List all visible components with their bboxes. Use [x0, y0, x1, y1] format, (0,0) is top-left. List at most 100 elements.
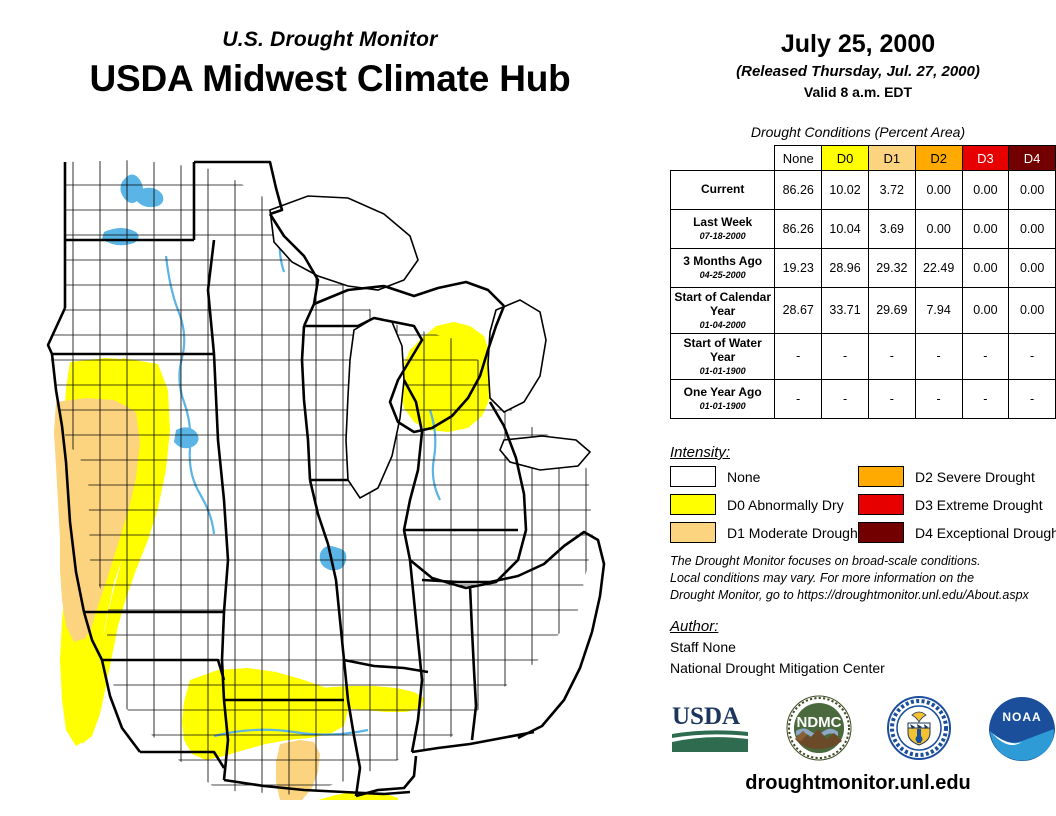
- swatch-d2-icon: [858, 466, 904, 487]
- table-cell: -: [961, 378, 1010, 419]
- row-label: Start of Water Year 01-01-1900: [669, 332, 776, 380]
- usdc-noaa-seal: [887, 696, 951, 760]
- intensity-legend: None D2 Severe Drought D0 Abnormally Dry…: [670, 466, 1056, 543]
- map-date: July 25, 2000: [780, 30, 936, 58]
- release-date: (Released Thursday, Jul. 27, 2000): [736, 63, 980, 80]
- legend-label-d2: D2 Severe Drought: [915, 468, 1035, 485]
- table-row: Start of Calendar Year 01-04-2000 28.67 33.…: [669, 287, 1056, 334]
- table-cell: 7.94: [914, 287, 963, 334]
- map-svg: [46, 160, 606, 800]
- column-header-d2: D2: [914, 145, 963, 171]
- table-cell: 29.32: [867, 248, 916, 288]
- row-label-text: 3 Months Ago: [683, 254, 763, 269]
- column-header-d4: D4: [1008, 145, 1056, 171]
- drought-map: [18, 140, 658, 800]
- row-label-date: 01-04-2000: [699, 319, 746, 330]
- ndmc-logo: NDMC: [786, 695, 852, 761]
- logo-row: USDA NDMC NOAA: [668, 692, 1056, 764]
- table-cell: 19.23: [774, 248, 823, 288]
- table-cell: 10.02: [821, 170, 869, 210]
- great-lakes: [269, 195, 592, 500]
- column-header-none: None: [774, 145, 823, 171]
- lake-michigan: [345, 317, 405, 500]
- table-cell: -: [821, 332, 869, 380]
- legend-item-d3: D3 Extreme Drought: [858, 494, 1046, 515]
- table-row: Last Week 07-18-2000 86.26 10.04 3.69 0.00 0.0…: [669, 209, 1056, 249]
- table-row: Start of Water Year 01-01-1900- - - - - -: [669, 332, 1056, 380]
- table-cell: 86.26: [774, 209, 823, 249]
- table-cell: 0.00: [1008, 248, 1056, 288]
- disclaimer-line-2: Local conditions may vary. For more info…: [670, 570, 975, 585]
- row-label-text: One Year Ago: [683, 385, 762, 400]
- row-label-date: 01-01-1900: [699, 401, 746, 412]
- table-cell: 3.69: [867, 209, 916, 249]
- table-header-row: None D0 D1 D2 D3 D4: [670, 145, 1056, 171]
- disclaimer-text: The Drought Monitor focuses on broad-sca…: [670, 553, 1050, 604]
- header-corner-cell: [670, 145, 775, 171]
- table-cell: -: [1008, 332, 1056, 380]
- table-cell: 0.00: [961, 170, 1010, 210]
- column-header-d1: D1: [867, 145, 916, 171]
- drought-conditions-table: None D0 D1 D2 D3 D4 Current 86.26 10.02 3.7…: [669, 145, 1056, 419]
- table-cell: 28.67: [774, 287, 823, 334]
- svg-text:NDMC: NDMC: [797, 714, 842, 731]
- author-name: Staff None: [670, 639, 736, 655]
- column-header-d0: D0: [821, 145, 869, 171]
- legend-item-d4: D4 Exceptional Drought: [858, 522, 1056, 543]
- table-caption: Drought Conditions (Percent Area): [750, 124, 966, 140]
- date-header: July 25, 2000 (Released Thursday, Jul. 2…: [660, 30, 1056, 100]
- row-label: 3 Months Ago 04-25-2000: [669, 248, 776, 288]
- row-label-text: Last Week: [693, 215, 753, 230]
- row-label-text: Start of Calendar Year: [674, 290, 772, 318]
- swatch-none-icon: [670, 466, 716, 487]
- table-cell: 33.71: [821, 287, 869, 334]
- legend-item-none: None: [670, 466, 858, 487]
- lake-superior: [269, 195, 419, 291]
- row-label-date: 07-18-2000: [699, 231, 746, 242]
- legend-item-d0: D0 Abnormally Dry: [670, 494, 858, 515]
- table-cell: 28.96: [821, 248, 869, 288]
- column-header-d3: D3: [961, 145, 1010, 171]
- legend-label-d1: D1 Moderate Drought: [727, 524, 862, 541]
- table-cell: 0.00: [961, 209, 1010, 249]
- region-nebraska-iowa-d0-east: [82, 358, 170, 744]
- row-label-text: Current: [701, 182, 745, 197]
- table-cell: -: [961, 332, 1010, 380]
- table-cell: 10.04: [821, 209, 869, 249]
- region-nebraska-iowa-d1-lobe: [80, 402, 140, 640]
- legend-item-d1: D1 Moderate Drought: [670, 522, 862, 543]
- table-cell: -: [914, 378, 963, 419]
- usda-logo: USDA: [672, 703, 748, 752]
- lake-huron: [487, 299, 547, 413]
- table-cell: -: [774, 332, 823, 380]
- table-cell: -: [914, 332, 963, 380]
- table-cell: 0.00: [1008, 170, 1056, 210]
- swatch-d3-icon: [858, 494, 904, 515]
- region-missouri-kentucky-fringe-d0: [318, 686, 424, 712]
- swatch-d1-icon: [670, 522, 716, 543]
- row-label: Last Week 07-18-2000: [669, 209, 776, 249]
- table-cell: -: [867, 332, 916, 380]
- row-label-date: 01-01-1900: [699, 365, 746, 376]
- legend-label-d3: D3 Extreme Drought: [915, 496, 1043, 513]
- row-label: Start of Calendar Year 01-04-2000: [669, 287, 776, 334]
- drought-regions: [54, 322, 492, 800]
- page-title: USDA Midwest Climate Hub: [89, 58, 571, 99]
- author-organization: National Drought Mitigation Center: [670, 660, 885, 676]
- row-label-text: Start of Water Year: [683, 335, 762, 364]
- state-borders: [46, 160, 606, 798]
- table-cell: 0.00: [1008, 287, 1056, 334]
- table-cell: -: [774, 378, 823, 419]
- legend-label-d4: D4 Exceptional Drought: [915, 524, 1056, 541]
- title-block: U.S. Drought Monitor USDA Midwest Climat…: [0, 28, 660, 100]
- lake-erie: [499, 435, 592, 471]
- table-cell: 22.49: [914, 248, 963, 288]
- row-label-date: 04-25-2000: [699, 270, 746, 281]
- table-cell: 29.69: [867, 287, 916, 334]
- table-cell: -: [1008, 378, 1056, 419]
- legend-item-d2: D2 Severe Drought: [858, 466, 1046, 487]
- table-cell: -: [821, 378, 869, 419]
- table-cell: 86.26: [774, 170, 823, 210]
- site-url: droughtmonitor.unl.edu: [745, 772, 971, 794]
- table-row: One Year Ago 01-01-1900- - - - - -: [669, 378, 1056, 419]
